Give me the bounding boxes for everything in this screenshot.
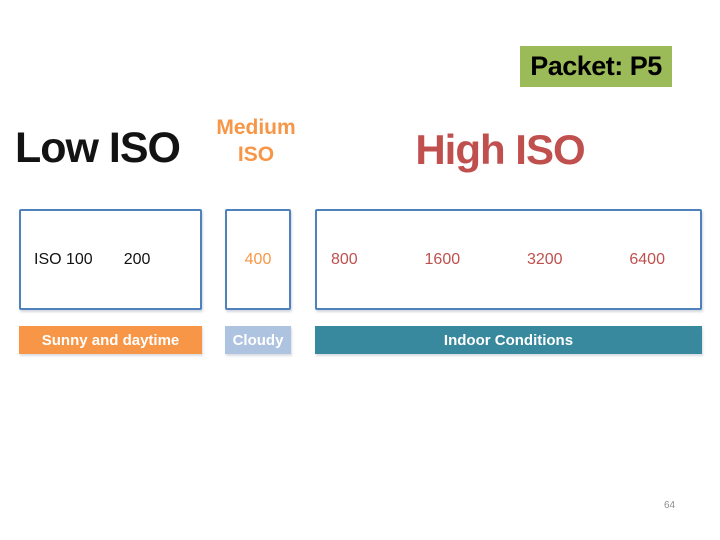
condition-label-sunny: Sunny and daytime: [19, 326, 202, 354]
medium-iso-box: 400: [225, 209, 291, 310]
iso-value-1600: 1600: [424, 250, 461, 268]
packet-badge: Packet: P5: [520, 46, 672, 87]
iso-value-100: ISO 100: [34, 250, 93, 268]
high-iso-box: 800 1600 3200 6400: [315, 209, 702, 310]
iso-value-6400: 6400: [629, 250, 665, 268]
iso-value-400: 400: [244, 250, 272, 268]
iso-value-800: 800: [331, 250, 358, 268]
page-number: 64: [664, 500, 676, 511]
low-iso-box: ISO 100 200: [19, 209, 202, 310]
iso-value-200: 200: [123, 250, 151, 268]
heading-medium-iso: Medium ISO: [216, 116, 296, 167]
heading-high-iso: High ISO: [415, 126, 585, 173]
condition-label-indoor: Indoor Conditions: [315, 326, 702, 354]
condition-label-cloudy: Cloudy: [225, 326, 291, 354]
iso-value-3200: 3200: [526, 250, 563, 268]
heading-low-iso: Low ISO: [15, 124, 181, 172]
